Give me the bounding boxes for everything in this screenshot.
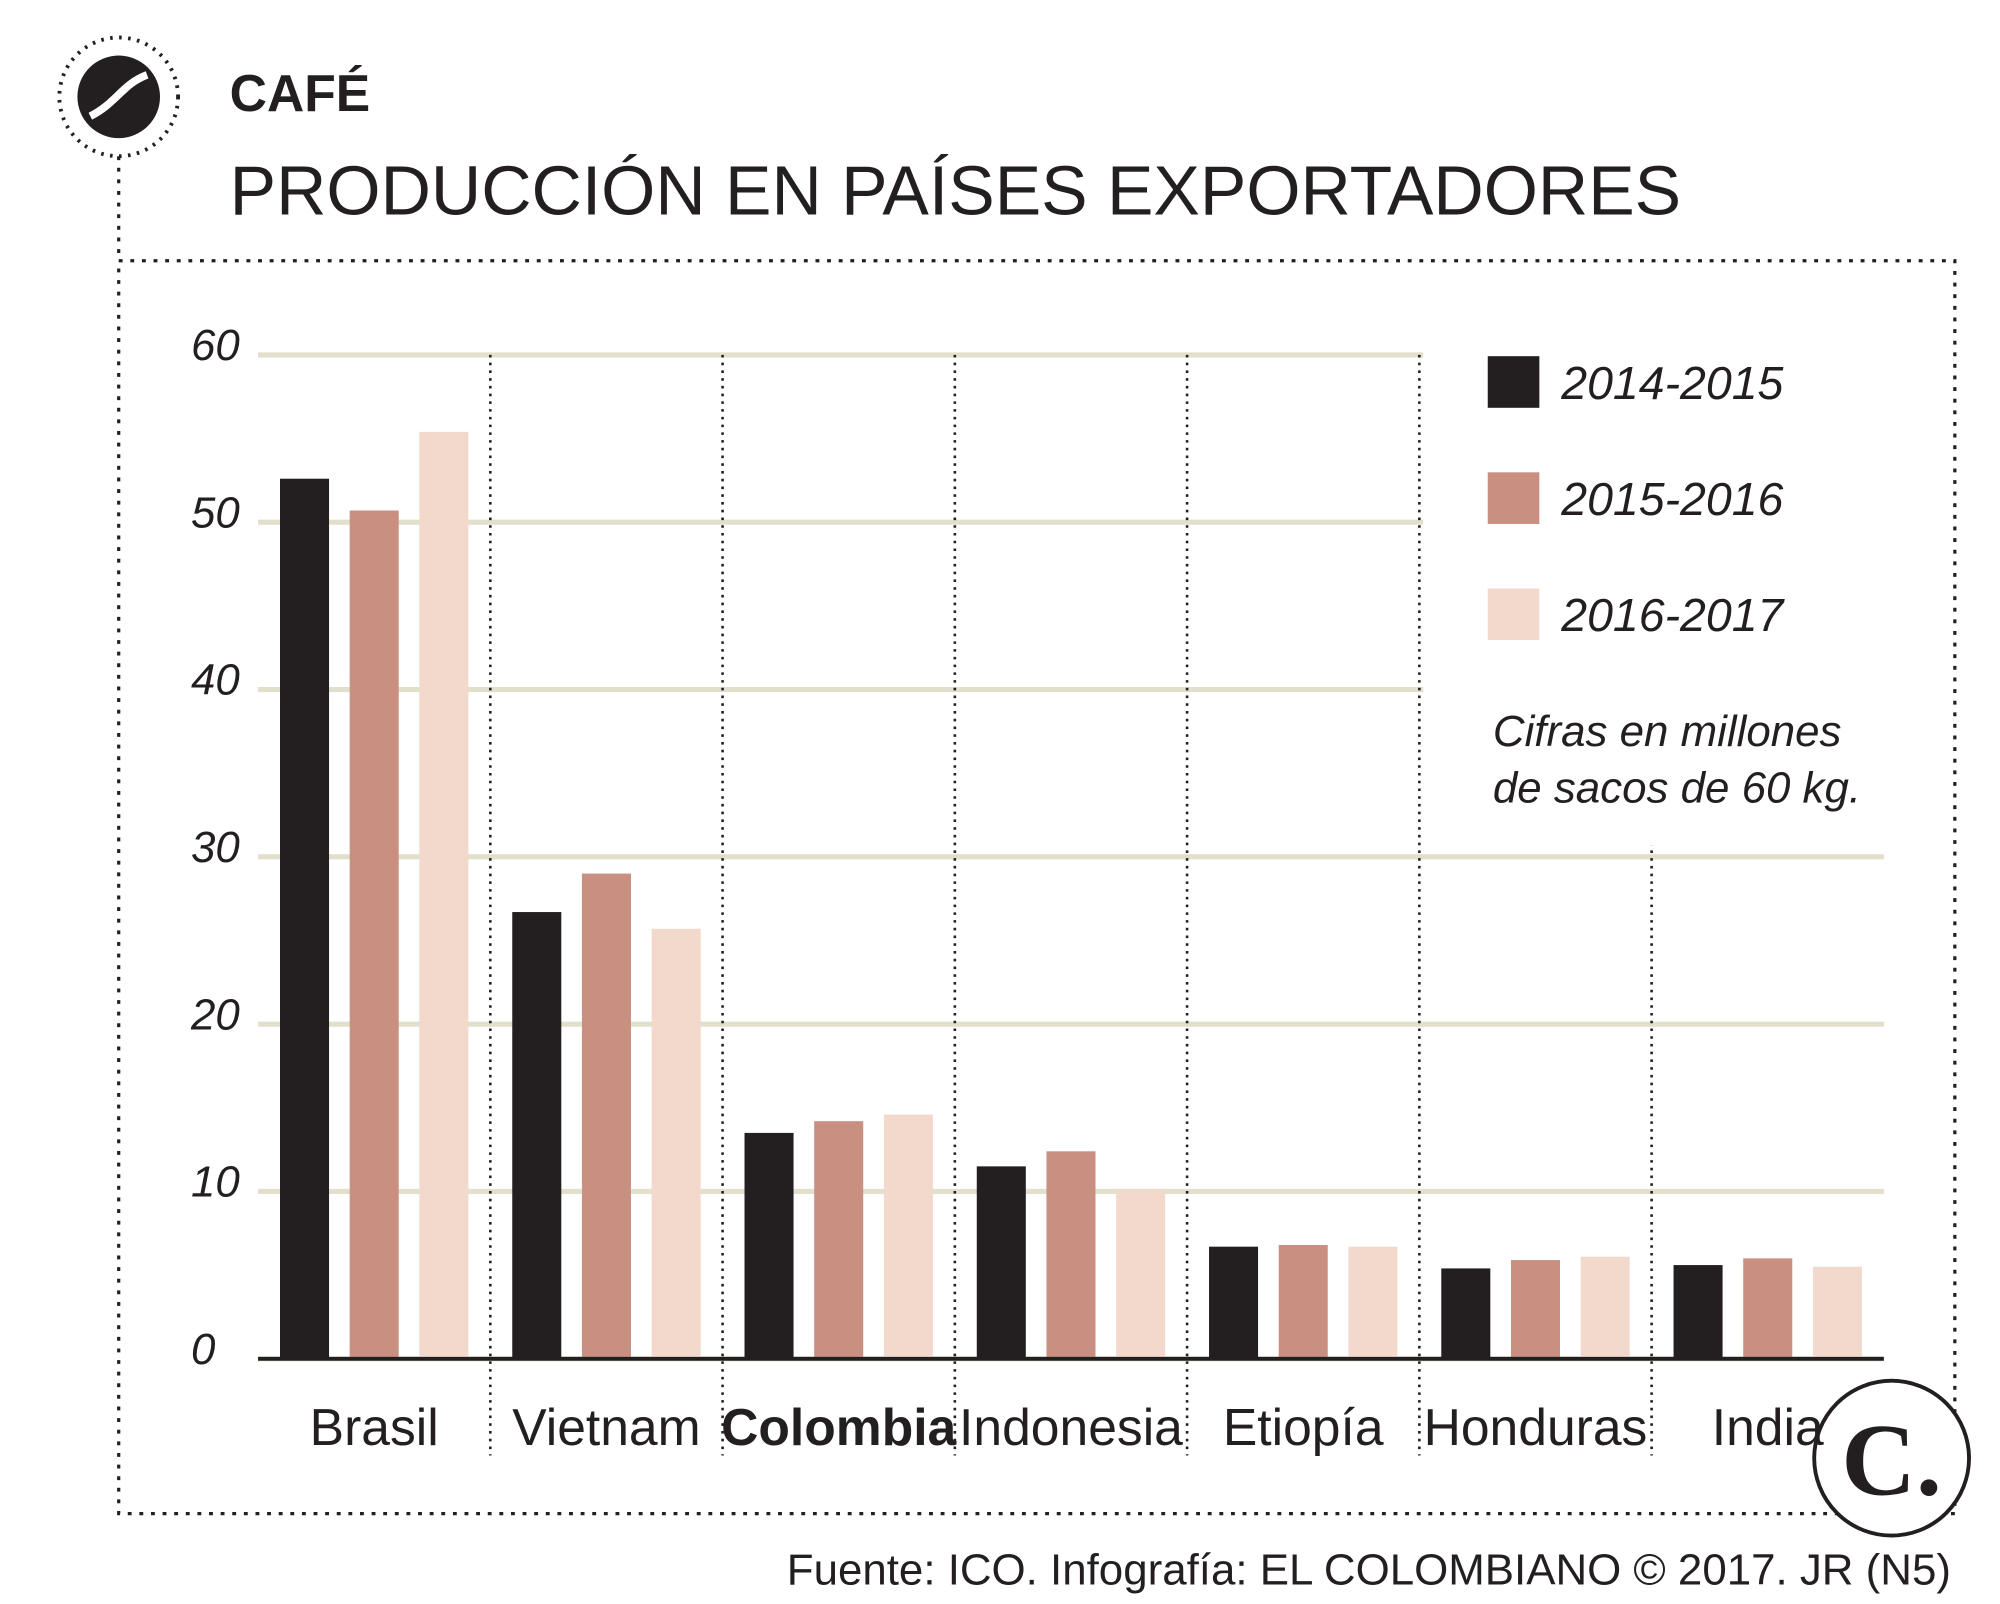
bar [1441,1268,1491,1359]
bar [1116,1189,1166,1359]
y-tick-label: 0 [191,1325,216,1374]
legend-swatch [1487,588,1540,641]
kicker: CAFÉ [230,64,371,122]
bar [1348,1246,1398,1359]
note: de sacos de 60 kg. [1493,764,1861,813]
note: Cifras en millones [1493,707,1842,756]
source: Fuente: ICO. Infografía: EL COLOMBIANO ©… [787,1546,1951,1595]
bar [1673,1265,1723,1359]
coffee-icon-line [88,71,149,120]
legend-label: 2014-2015 [1560,357,1783,409]
bar [651,928,701,1359]
legend-swatch [1487,356,1540,408]
bar [1743,1258,1793,1359]
logo-ring [1812,1378,1971,1538]
bar [419,431,469,1359]
x-tick-label: India [1712,1398,1824,1456]
frame [117,156,1957,1516]
legend-background [1423,322,1901,846]
y-tick-label: 10 [191,1158,240,1207]
bar [1510,1260,1560,1359]
bar [581,873,631,1359]
chart-title: PRODUCCIÓN EN PAÍSES EXPORTADORES [230,151,1681,229]
bar [976,1166,1026,1359]
x-tick-label: Indonesia [959,1398,1183,1456]
y-tick-label: 50 [191,488,240,537]
logo: C. [1841,1403,1941,1517]
bar [512,912,562,1359]
bar [1046,1151,1096,1359]
bar [1580,1256,1630,1359]
x-tick-label: Etiopía [1223,1398,1384,1456]
icon-ring [57,35,180,159]
bar [280,478,330,1359]
bar [349,510,399,1359]
legend-swatch [1487,472,1540,524]
bar [1209,1246,1259,1359]
x-tick-label: Colombia [721,1398,957,1456]
bar [1812,1266,1862,1359]
y-tick-label: 30 [191,823,240,872]
x-tick-label: Brasil [310,1398,439,1456]
legend-label: 2016-2017 [1560,589,1785,641]
x-tick-label: Honduras [1424,1398,1648,1456]
bar [744,1132,794,1359]
y-tick-label: 40 [191,656,240,705]
bar [1278,1245,1328,1359]
bar [814,1121,864,1359]
bar [883,1114,933,1359]
y-tick-label: 20 [190,990,240,1039]
x-tick-label: Vietnam [512,1398,700,1456]
y-tick-label: 60 [191,321,240,370]
legend-label: 2015-2016 [1560,473,1783,525]
